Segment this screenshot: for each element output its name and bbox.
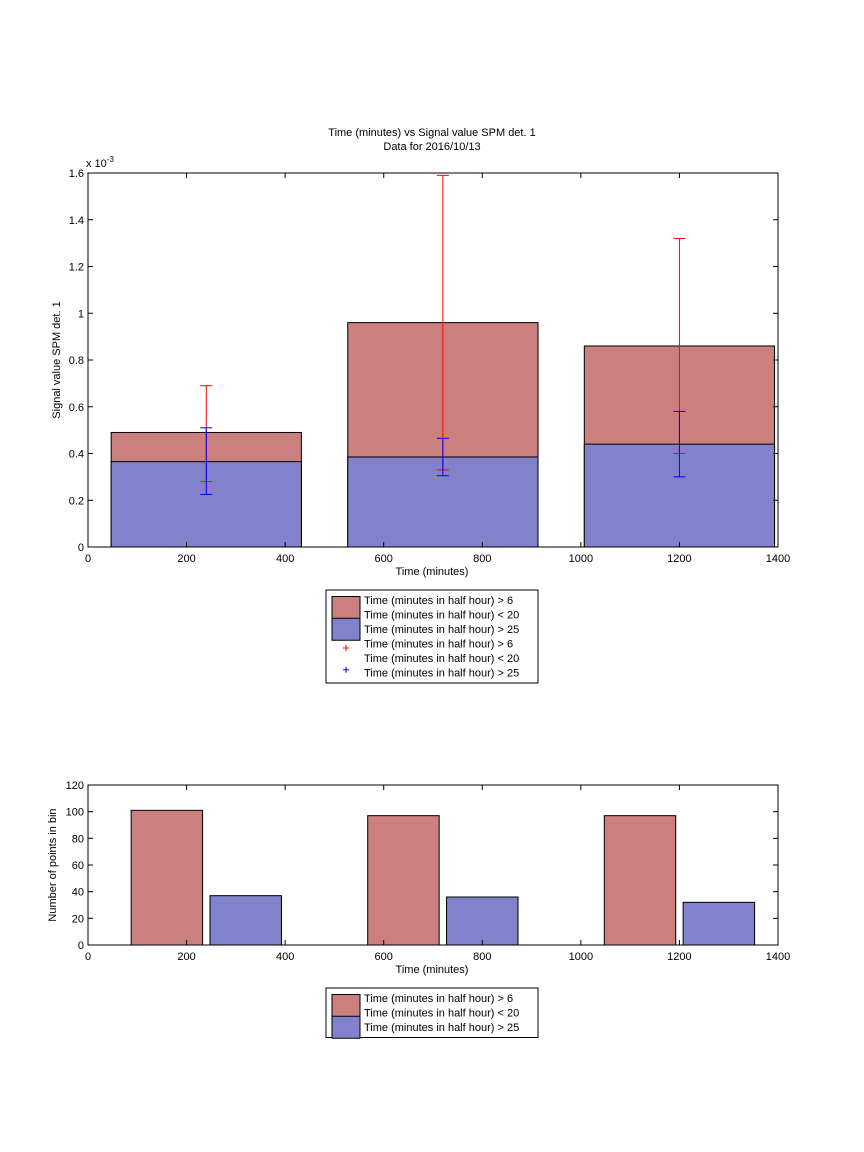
x-tick-label: 200 — [177, 553, 195, 565]
legend-swatch — [331, 994, 361, 1017]
bar — [603, 815, 677, 946]
count-chart: 0 200 400 600 800 1000 1200 1400 0 20 40 60 80 100 12… — [47, 780, 790, 1039]
legend-label: Time (minutes in half hour) > 25 — [364, 624, 519, 636]
y-tick-label: 1.2 — [69, 262, 84, 274]
x-tick-label: 0 — [85, 951, 91, 963]
y-tick-label: 100 — [66, 807, 84, 819]
bar — [446, 896, 519, 946]
x-tick-label: 600 — [375, 553, 393, 565]
y-axis-label: Number of points in bin — [47, 808, 59, 921]
x-tick-label: 1200 — [667, 951, 691, 963]
y-tick-label: 1 — [78, 308, 84, 320]
bar — [209, 895, 282, 946]
x-tick-label: 1000 — [569, 553, 593, 565]
y-tick-label: 0.4 — [69, 449, 84, 461]
legend-box — [325, 589, 539, 684]
bar — [682, 901, 756, 946]
x-tick-label: 600 — [375, 951, 393, 963]
x-tick-label: 0 — [85, 553, 91, 565]
x-tick-label: 1200 — [667, 553, 691, 565]
x-tick-label: 400 — [276, 951, 294, 963]
legend-box — [325, 987, 539, 1038]
legend: Time (minutes in half hour) > 6 Time (min… — [325, 589, 539, 684]
signal-chart: Time (minutes) vs Signal value SPM det. … — [51, 127, 790, 684]
bar — [130, 809, 204, 946]
y-tick-label: 0.8 — [69, 355, 84, 367]
y-tick-label: 0.6 — [69, 402, 84, 414]
y-tick-label: 1.6 — [69, 168, 84, 180]
legend-label: Time (minutes in half hour) > 6 — [364, 639, 513, 651]
legend-swatch — [331, 617, 361, 641]
y-tick-label: 60 — [72, 860, 84, 872]
legend-swatch — [331, 1015, 361, 1039]
y-tick-label: 20 — [72, 913, 84, 925]
chart-title: Time (minutes) vs Signal value SPM det. … — [328, 127, 535, 139]
legend-label: Time (minutes in half hour) < 20 — [364, 653, 519, 665]
x-tick-label: 200 — [177, 951, 195, 963]
legend-label: Time (minutes in half hour) < 20 — [364, 610, 519, 622]
x-tick-label: 1400 — [766, 951, 790, 963]
legend-swatch — [331, 596, 361, 619]
legend-label: Time (minutes in half hour) > 6 — [364, 993, 513, 1005]
y-tick-label: 0.2 — [69, 495, 84, 507]
y-tick-label: 80 — [72, 833, 84, 845]
y-tick-label: 0 — [78, 940, 84, 952]
legend-label: Time (minutes in half hour) > 6 — [364, 595, 513, 607]
x-tick-label: 800 — [473, 951, 491, 963]
y-axis-label: Signal value SPM det. 1 — [51, 301, 63, 418]
y-tick-label: 120 — [66, 780, 84, 792]
x-tick-label: 800 — [473, 553, 491, 565]
x-axis-label: Time (minutes) — [396, 566, 469, 578]
y-tick-label: 40 — [72, 887, 84, 899]
x-tick-label: 400 — [276, 553, 294, 565]
legend-label: Time (minutes in half hour) > 25 — [364, 1022, 519, 1034]
x-tick-label: 1400 — [766, 553, 790, 565]
y-exponent-label: x 10-3 — [86, 155, 114, 170]
legend-label: Time (minutes in half hour) < 20 — [364, 1008, 519, 1020]
y-tick-label: 1.4 — [69, 215, 84, 227]
x-tick-label: 1000 — [569, 951, 593, 963]
chart-subtitle: Data for 2016/10/13 — [383, 141, 480, 153]
x-axis-label: Time (minutes) — [396, 964, 469, 976]
y-tick-label: 0 — [78, 542, 84, 554]
bar — [367, 815, 440, 946]
legend: Time (minutes in half hour) > 6 Time (min… — [325, 987, 539, 1039]
legend-label: Time (minutes in half hour) > 25 — [364, 668, 519, 680]
